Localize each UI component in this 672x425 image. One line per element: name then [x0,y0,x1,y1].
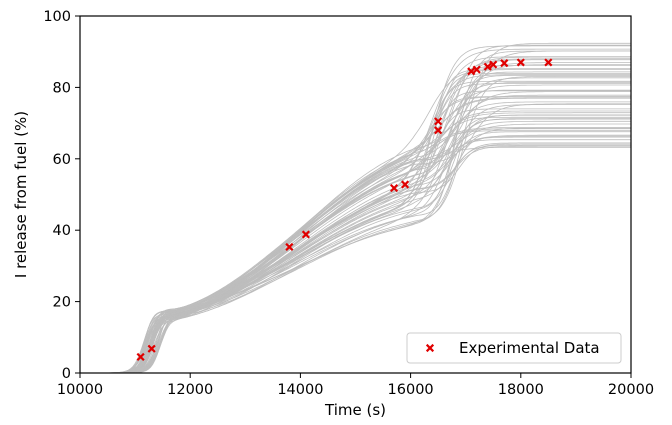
ensemble-curve [80,64,631,374]
ensemble-curve [80,65,631,374]
ensemble-curve [80,96,631,374]
experimental-points [136,58,553,362]
ensemble-curve [80,44,631,374]
x-tick-label: 16000 [388,382,434,398]
data-point [544,58,553,67]
y-tick-label: 0 [62,366,71,382]
data-point [401,180,410,189]
x-tick-label: 18000 [498,382,544,398]
data-point [389,183,399,193]
data-point [483,62,492,71]
legend-box [406,332,622,364]
y-tick-label: 60 [53,152,71,168]
ensemble-curve [80,59,631,374]
data-point [136,352,145,362]
legend: Experimental Data [406,332,622,364]
ensemble-curve [80,42,631,374]
data-point [489,60,498,69]
ensemble-curve [80,62,631,374]
data-point [434,126,443,135]
y-tick-label: 40 [53,223,71,239]
legend-marker-x [425,343,435,353]
y-tick-label: 100 [43,9,71,25]
data-point [472,65,481,74]
ensemble-curve [80,83,631,374]
data-point [516,58,525,67]
ensemble-curves [80,42,631,374]
ensemble-curve [80,120,631,374]
x-axis-ticks: 10000 12000 14000 16000 18000 20000 [57,373,654,398]
data-point [285,242,294,252]
ensemble-curve [80,96,631,374]
y-axis-label: I release from fuel (%) [12,111,30,278]
x-tick-label: 12000 [167,382,213,398]
legend-marker-experimental [425,343,435,353]
x-axis-label: Time (s) [324,401,386,419]
ensemble-curve [80,90,631,374]
y-tick-label: 20 [53,295,71,311]
x-tick-label: 10000 [57,382,103,398]
data-point [434,117,443,126]
ensemble-curve [80,94,631,374]
x-tick-label: 14000 [277,382,323,398]
data-point [301,230,310,239]
plot-frame [79,15,632,374]
ensemble-curve [80,48,631,374]
data-point [467,67,476,76]
ensemble-curve [80,91,631,374]
x-tick-label: 20000 [608,382,654,398]
y-axis-ticks: 0 20 40 60 80 100 [43,9,80,382]
ensemble-curve [80,45,631,374]
data-point [147,344,156,353]
ensemble-curve [80,68,631,374]
ensemble-curve [80,89,631,374]
data-point [500,59,509,68]
y-tick-label: 80 [53,80,71,96]
legend-label-experimental: Experimental Data [459,339,600,357]
